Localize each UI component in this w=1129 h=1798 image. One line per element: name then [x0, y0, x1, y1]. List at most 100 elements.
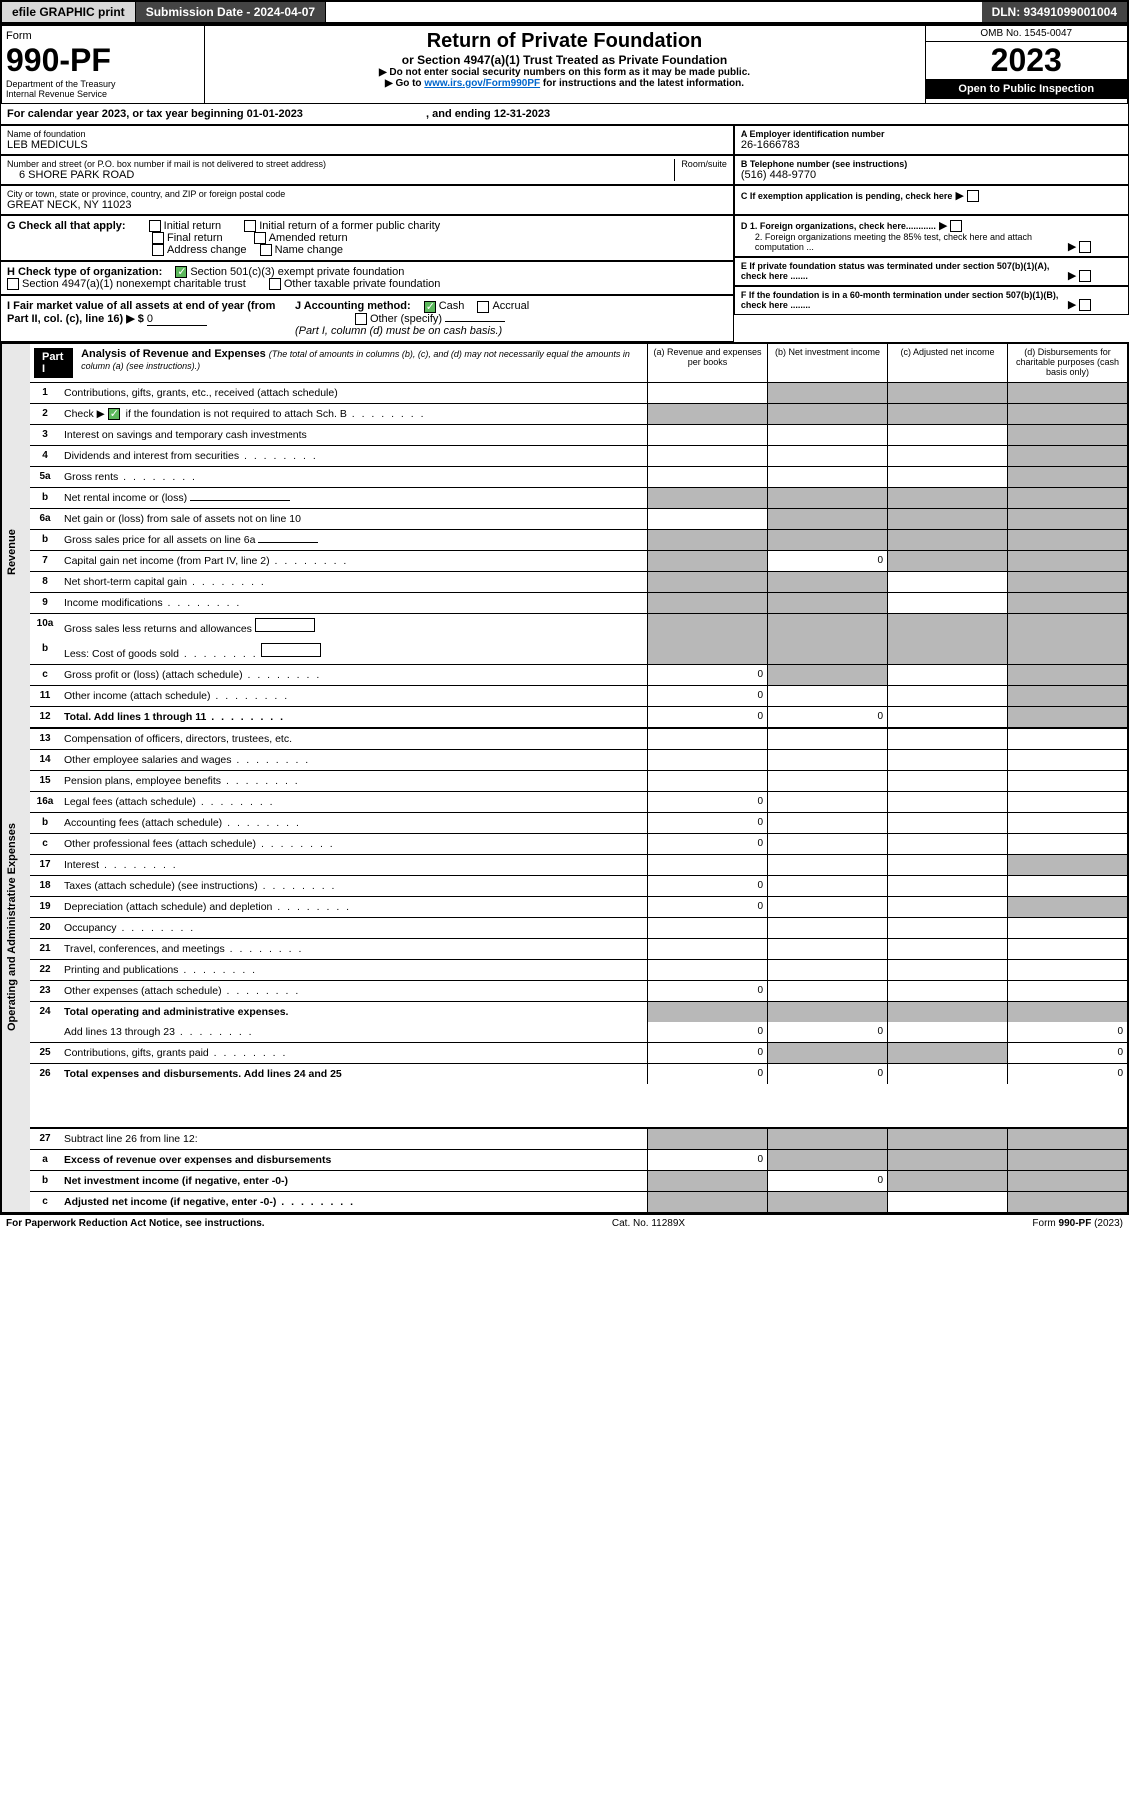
expenses-section: Operating and Administrative Expenses 13… — [2, 727, 1127, 1127]
h-other-checkbox[interactable] — [269, 278, 281, 290]
phone-cell: B Telephone number (see instructions) (5… — [734, 155, 1129, 185]
line-16c: Other professional fees (attach schedule… — [60, 834, 647, 854]
ein-cell: A Employer identification number 26-1666… — [734, 125, 1129, 155]
topbar: efile GRAPHIC print Submission Date - 20… — [0, 0, 1129, 24]
title-col: Return of Private Foundation or Section … — [205, 26, 925, 103]
line-5b: Net rental income or (loss) — [60, 488, 647, 508]
d-cell: D 1. Foreign organizations, check here..… — [734, 215, 1129, 257]
line-6b: Gross sales price for all assets on line… — [60, 530, 647, 550]
line-1: Contributions, gifts, grants, etc., rece… — [60, 383, 647, 403]
irs-link[interactable]: www.irs.gov/Form990PF — [424, 78, 540, 89]
omb-label: OMB No. 1545-0047 — [926, 26, 1128, 42]
addr-value: 6 SHORE PARK ROAD — [7, 169, 326, 181]
line-16a: Legal fees (attach schedule) — [60, 792, 647, 812]
part1-table: Part I Analysis of Revenue and Expenses … — [0, 342, 1129, 1214]
f-label: F If the foundation is in a 60-month ter… — [741, 290, 1065, 310]
e-cell: E If private foundation status was termi… — [734, 257, 1129, 286]
line-17: Interest — [60, 855, 647, 875]
f-cell: F If the foundation is in a 60-month ter… — [734, 286, 1129, 315]
initial-checkbox[interactable] — [149, 220, 161, 232]
addr-change-label: Address change — [167, 244, 247, 256]
line-26: Total expenses and disbursements. Add li… — [60, 1064, 647, 1084]
summary-spacer — [2, 1127, 30, 1212]
j-other-checkbox[interactable] — [355, 313, 367, 325]
h-4947-label: Section 4947(a)(1) nonexempt charitable … — [22, 278, 246, 290]
addr-change-checkbox[interactable] — [152, 244, 164, 256]
form-id-col: Form 990-PF Department of the Treasury I… — [2, 26, 205, 103]
line-10c: Gross profit or (loss) (attach schedule) — [60, 665, 647, 685]
check-section: G Check all that apply: Initial return I… — [0, 215, 1129, 342]
line-25: Contributions, gifts, grants paid — [60, 1043, 647, 1063]
initial-former-label: Initial return of a former public charit… — [259, 220, 440, 232]
schb-checkbox[interactable] — [108, 408, 120, 420]
summary-section: 27Subtract line 26 from line 12: aExcess… — [2, 1127, 1127, 1212]
j-label: J Accounting method: — [295, 300, 411, 312]
line-24b: Add lines 13 through 23 — [60, 1022, 647, 1042]
subtitle: or Section 4947(a)(1) Trust Treated as P… — [209, 53, 921, 67]
final-checkbox[interactable] — [152, 232, 164, 244]
g-label: G Check all that apply: — [7, 220, 126, 232]
d1-label: D 1. Foreign organizations, check here..… — [741, 221, 936, 231]
name-change-label: Name change — [275, 244, 344, 256]
j-cash-label: Cash — [439, 300, 465, 312]
e-label: E If private foundation status was termi… — [741, 261, 1065, 281]
line-18: Taxes (attach schedule) (see instruction… — [60, 876, 647, 896]
h-501c3-checkbox[interactable] — [175, 266, 187, 278]
part1-title: Analysis of Revenue and Expenses — [81, 348, 266, 360]
initial-former-checkbox[interactable] — [244, 220, 256, 232]
city-label: City or town, state or province, country… — [7, 189, 727, 199]
d2-checkbox[interactable] — [1079, 241, 1091, 253]
c-checkbox[interactable] — [967, 190, 979, 202]
line-21: Travel, conferences, and meetings — [60, 939, 647, 959]
part1-header-row: Part I Analysis of Revenue and Expenses … — [2, 342, 1127, 382]
cal-end: 12-31-2023 — [494, 108, 550, 120]
city-cell: City or town, state or province, country… — [0, 185, 734, 215]
line-11: Other income (attach schedule) — [60, 686, 647, 706]
line-5a: Gross rents — [60, 467, 647, 487]
j-accrual-checkbox[interactable] — [477, 301, 489, 313]
line-22: Printing and publications — [60, 960, 647, 980]
inst2-pre: ▶ Go to — [385, 78, 424, 89]
ein-value: 26-1666783 — [741, 139, 1122, 151]
form-header: Form 990-PF Department of the Treasury I… — [0, 24, 1129, 103]
form-number: 990-PF — [6, 42, 200, 79]
d2-label: 2. Foreign organizations meeting the 85%… — [741, 232, 1065, 252]
line-14: Other employee salaries and wages — [60, 750, 647, 770]
year-label: 2023 — [926, 42, 1128, 79]
calendar-year-row: For calendar year 2023, or tax year begi… — [0, 103, 1129, 125]
amended-checkbox[interactable] — [254, 232, 266, 244]
amended-label: Amended return — [269, 232, 348, 244]
j-cash-checkbox[interactable] — [424, 301, 436, 313]
e-checkbox[interactable] — [1079, 270, 1091, 282]
revenue-section: Revenue 1Contributions, gifts, grants, e… — [2, 382, 1127, 727]
final-label: Final return — [167, 232, 223, 244]
h-row: H Check type of organization: Section 50… — [0, 261, 734, 295]
name-change-checkbox[interactable] — [260, 244, 272, 256]
submission-btn[interactable]: Submission Date - 2024-04-07 — [136, 2, 326, 22]
f-checkbox[interactable] — [1079, 299, 1091, 311]
cal-begin: 01-01-2023 — [247, 108, 303, 120]
expenses-vlabel: Operating and Administrative Expenses — [2, 727, 22, 1127]
room-label: Room/suite — [674, 159, 727, 181]
c-label: C If exemption application is pending, c… — [741, 191, 953, 201]
main-title: Return of Private Foundation — [209, 30, 921, 53]
i-label: I Fair market value of all assets at end… — [7, 300, 275, 325]
phone-value: (516) 448-9770 — [741, 169, 1122, 181]
col-d-header: (d) Disbursements for charitable purpose… — [1007, 344, 1127, 382]
dept-label: Department of the Treasury — [6, 79, 200, 89]
city-value: GREAT NECK, NY 11023 — [7, 199, 727, 211]
h-4947-checkbox[interactable] — [7, 278, 19, 290]
efile-btn[interactable]: efile GRAPHIC print — [2, 2, 136, 22]
topbar-left: efile GRAPHIC print Submission Date - 20… — [2, 2, 326, 22]
h-other-label: Other taxable private foundation — [284, 278, 441, 290]
line-6a: Net gain or (loss) from sale of assets n… — [60, 509, 647, 529]
name-cell: Name of foundation LEB MEDICULS — [0, 125, 734, 155]
line-27c: Adjusted net income (if negative, enter … — [60, 1192, 647, 1212]
line-13: Compensation of officers, directors, tru… — [60, 729, 647, 749]
line-7: Capital gain net income (from Part IV, l… — [60, 551, 647, 571]
inst2-post: for instructions and the latest informat… — [540, 78, 744, 89]
entity-grid: Name of foundation LEB MEDICULS A Employ… — [0, 125, 1129, 215]
irs-label: Internal Revenue Service — [6, 89, 200, 99]
d1-checkbox[interactable] — [950, 220, 962, 232]
part1-label: Part I — [34, 348, 73, 378]
